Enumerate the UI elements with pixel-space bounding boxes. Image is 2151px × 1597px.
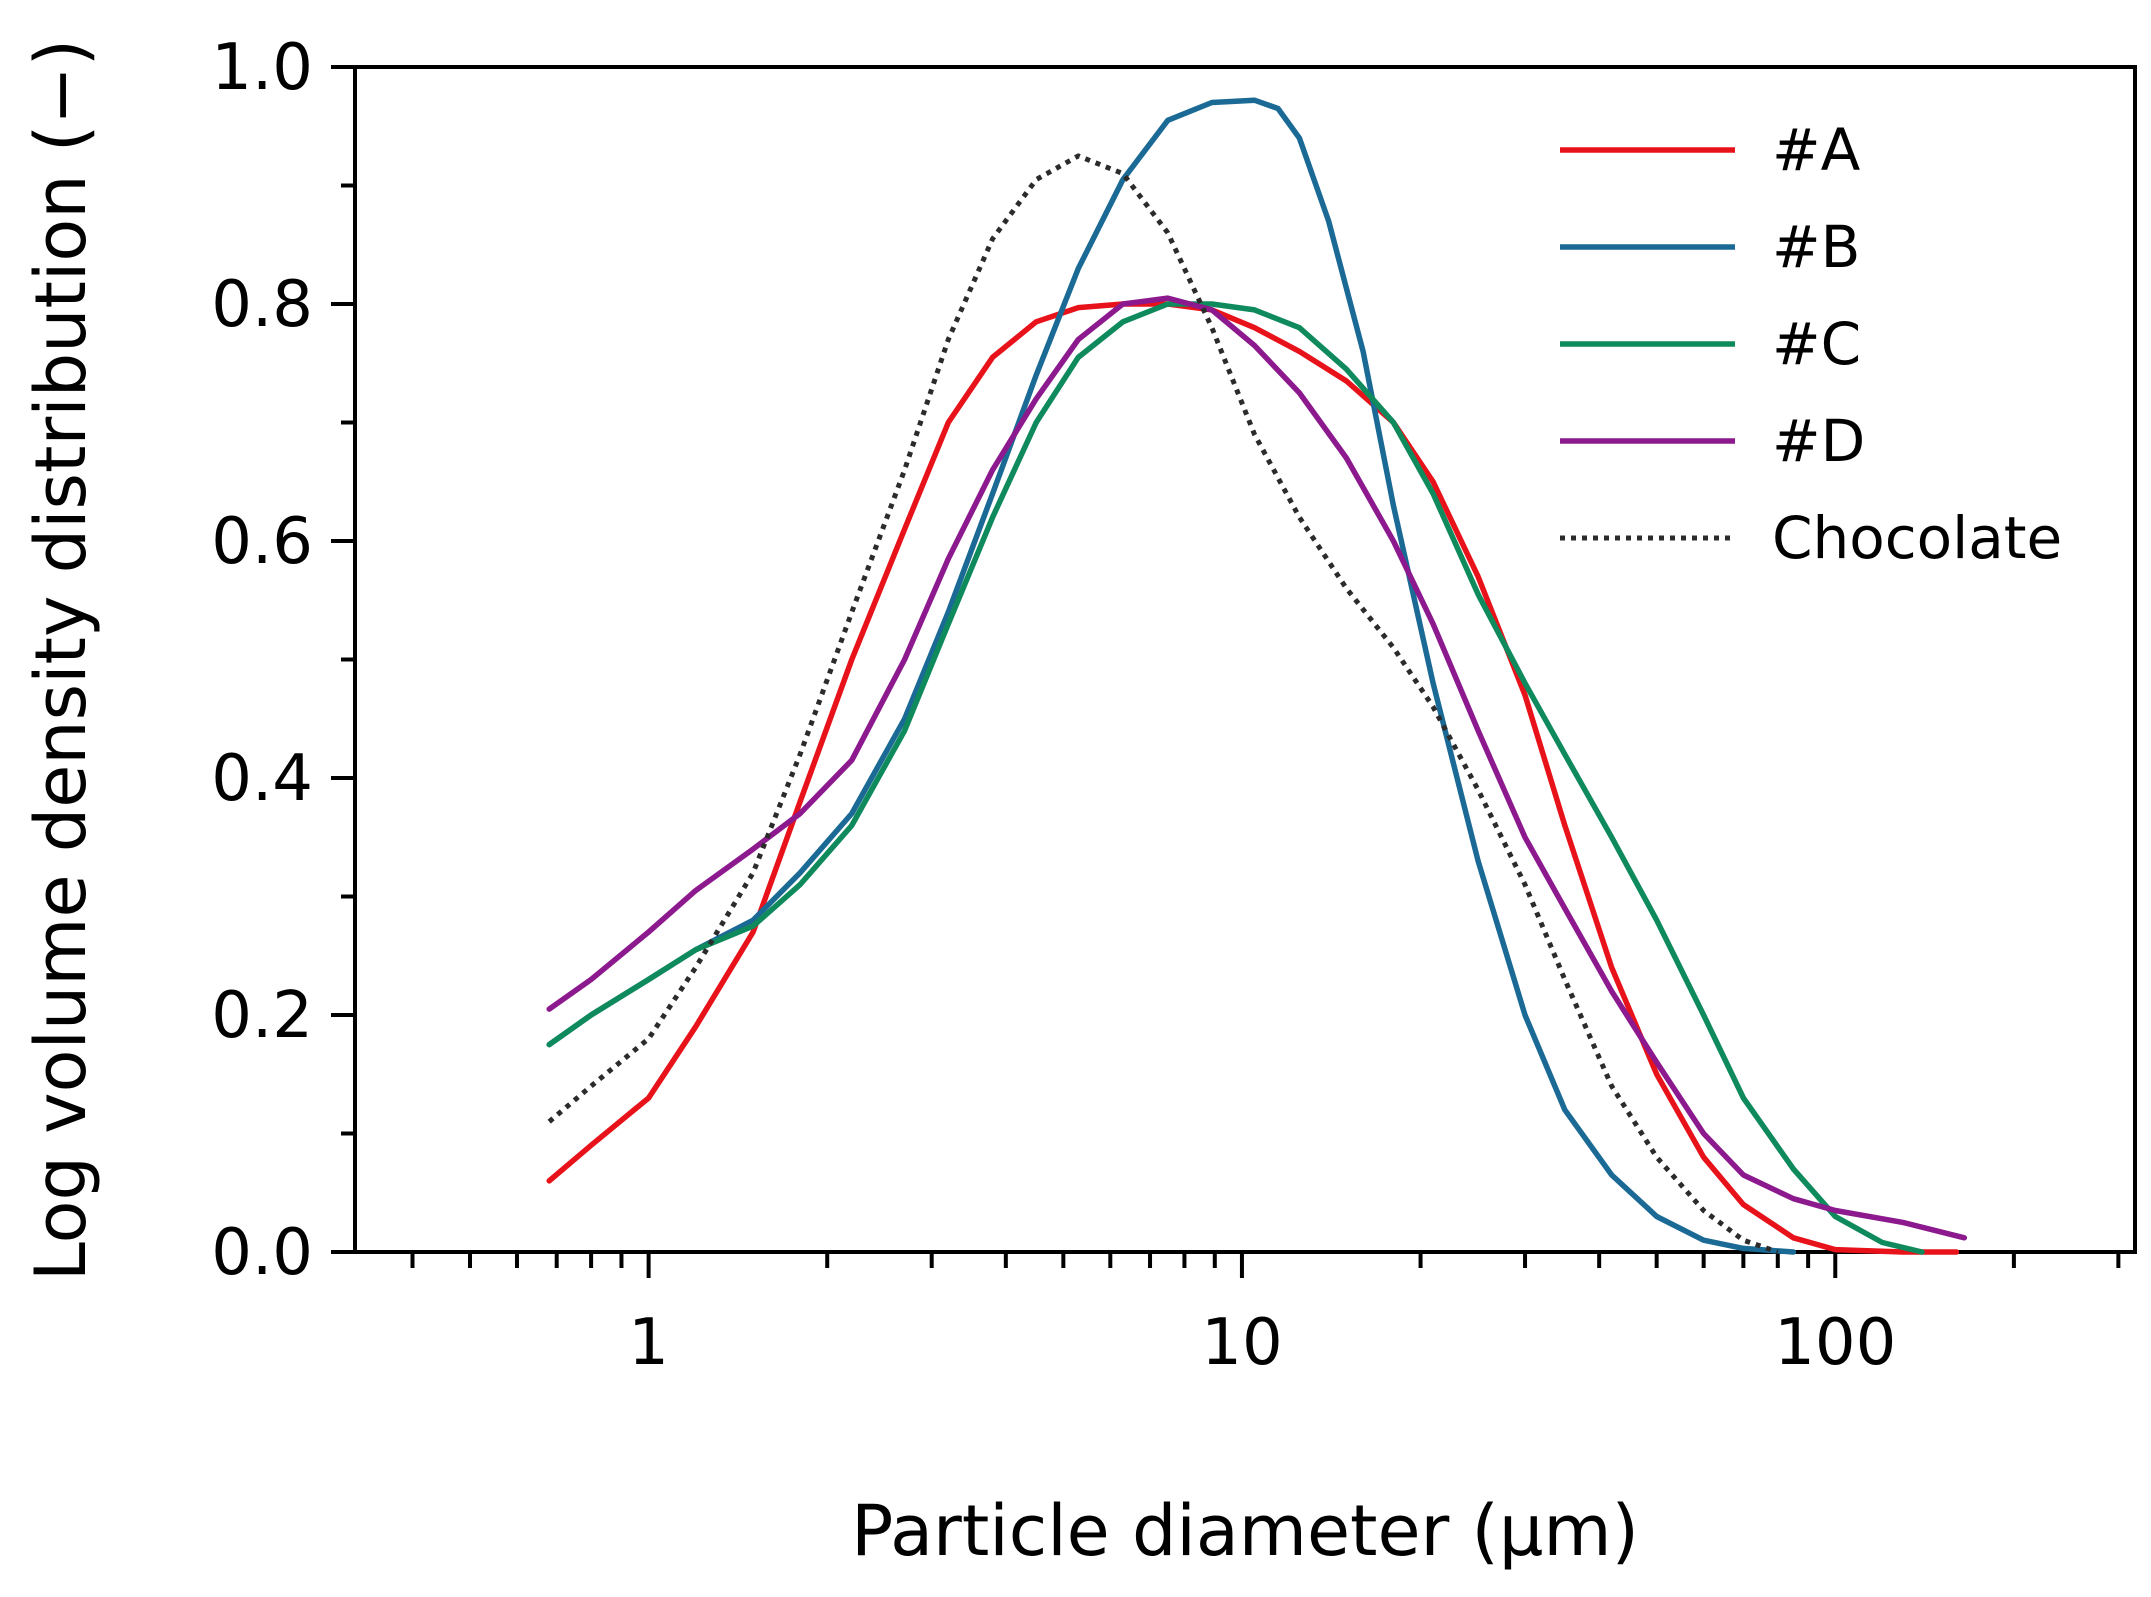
legend-label: #A <box>1772 116 1861 184</box>
x-axis-title: Particle diameter (μm) <box>851 1490 1639 1572</box>
y-axis-title: Log volume density distribution (−) <box>20 39 102 1281</box>
series-line-b <box>546 97 1797 1255</box>
y-axis-ticks: 0.0 0.2 0.4 0.6 0.8 1.0 <box>211 31 355 1290</box>
legend-label: #B <box>1772 213 1860 281</box>
legend: #A #B #C #D Chocolate <box>1560 116 2062 572</box>
legend-label: #D <box>1772 407 1865 475</box>
series-line-chocolate <box>547 153 1779 1255</box>
plot-frame <box>353 65 2137 1254</box>
y-tick-label: 0.6 <box>211 505 313 579</box>
y-tick-label: 0.8 <box>211 268 313 342</box>
series-layer <box>546 97 1968 1255</box>
x-tick-label: 10 <box>1201 1306 1282 1380</box>
x-tick-label: 100 <box>1774 1306 1896 1380</box>
series-line-c <box>546 301 1925 1255</box>
x-tick-label: 1 <box>628 1306 669 1380</box>
y-tick-label: 0.2 <box>211 979 313 1053</box>
y-tick-label: 0.4 <box>211 742 313 816</box>
series-line-d <box>546 295 1968 1241</box>
series-line-a <box>546 301 1960 1255</box>
y-tick-label: 1.0 <box>211 31 313 105</box>
legend-label: #C <box>1772 310 1861 378</box>
y-tick-label: 0.0 <box>211 1216 313 1290</box>
legend-label: Chocolate <box>1772 504 2062 572</box>
x-axis-ticks: 1 10 100 <box>410 1252 2121 1380</box>
